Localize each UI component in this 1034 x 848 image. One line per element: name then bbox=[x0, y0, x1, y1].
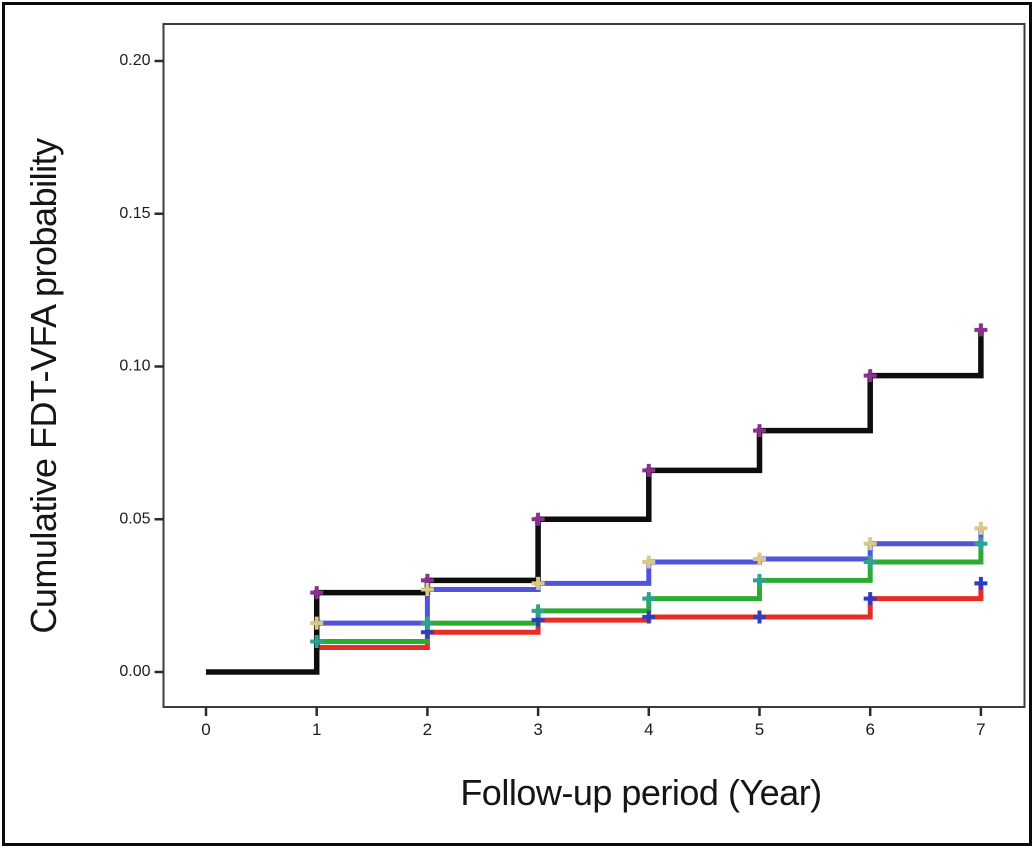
censor-marker-green bbox=[974, 537, 988, 551]
censor-marker-black bbox=[974, 323, 988, 337]
x-tick-label: 3 bbox=[533, 720, 542, 739]
y-axis-title: Cumulative FDT-VFA probability bbox=[23, 138, 64, 634]
y-tick-label: 0.00 bbox=[119, 663, 150, 680]
censor-marker-black bbox=[642, 463, 656, 477]
x-axis-title: Follow-up period (Year) bbox=[460, 772, 822, 813]
censor-marker-black bbox=[753, 424, 766, 438]
plot-frame bbox=[162, 23, 1026, 708]
censor-marker-blue bbox=[420, 583, 434, 597]
censor-marker-green bbox=[310, 634, 324, 648]
censor-marker-black bbox=[310, 586, 324, 600]
censor-marker-blue bbox=[753, 552, 766, 566]
censor-marker-red bbox=[863, 592, 877, 606]
censor-marker-red bbox=[642, 610, 656, 624]
censor-marker-green bbox=[531, 604, 545, 618]
censor-marker-red bbox=[753, 610, 766, 624]
censor-marker-green bbox=[420, 616, 434, 630]
censor-marker-blue bbox=[974, 521, 988, 535]
censor-marker-green bbox=[863, 555, 877, 569]
x-tick-label: 0 bbox=[201, 720, 210, 739]
y-tick-label: 0.10 bbox=[119, 358, 150, 375]
censor-marker-black bbox=[531, 512, 545, 526]
y-tick-label: 0.15 bbox=[119, 205, 150, 222]
x-tick-label: 1 bbox=[312, 720, 321, 739]
x-tick-label: 4 bbox=[644, 720, 653, 739]
series-line-black bbox=[206, 329, 984, 675]
censor-marker-green bbox=[753, 573, 766, 587]
x-tick-label: 5 bbox=[755, 720, 764, 739]
x-tick-label: 7 bbox=[976, 720, 985, 739]
x-tick-label: 2 bbox=[423, 720, 432, 739]
censor-marker-green bbox=[642, 592, 656, 606]
censor-marker-black bbox=[863, 369, 877, 383]
censor-marker-blue bbox=[642, 555, 656, 569]
y-tick-label: 0.05 bbox=[119, 510, 150, 527]
censor-marker-red bbox=[974, 576, 988, 590]
censor-marker-blue bbox=[863, 537, 877, 551]
x-tick-label: 6 bbox=[865, 720, 874, 739]
censor-marker-blue bbox=[310, 616, 324, 630]
y-tick-label: 0.20 bbox=[119, 52, 150, 69]
censor-marker-blue bbox=[531, 576, 545, 590]
